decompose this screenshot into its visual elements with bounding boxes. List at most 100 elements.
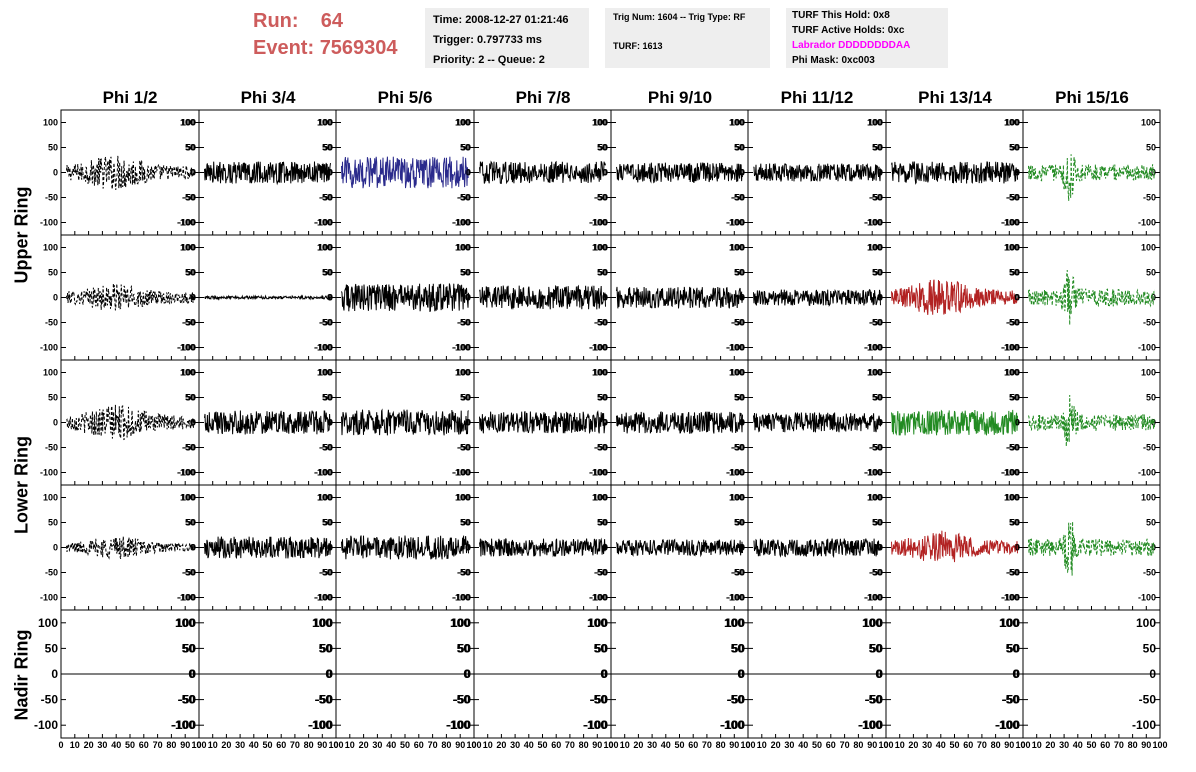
y-tick-label: 50 <box>182 641 196 655</box>
y-tick-label: 100 <box>180 493 195 503</box>
y-tick-label: 50 <box>48 268 58 278</box>
y-tick-label: 0 <box>740 293 745 303</box>
x-tick-label: 60 <box>276 740 286 750</box>
y-tick-label: 50 <box>872 518 882 528</box>
x-tick-label: 70 <box>840 740 850 750</box>
y-tick-label: 100 <box>593 243 608 253</box>
x-tick-label: 50 <box>400 740 410 750</box>
y-tick-label: 0 <box>1015 293 1020 303</box>
y-tick-label: 100 <box>725 616 745 630</box>
x-tick-label: 40 <box>798 740 808 750</box>
x-tick-label: 70 <box>153 740 163 750</box>
y-tick-label: -100 <box>314 343 332 353</box>
waveform-trace <box>341 283 469 313</box>
y-tick-label: 0 <box>328 418 333 428</box>
x-tick-label: 40 <box>524 740 534 750</box>
y-tick-label: 0 <box>1013 667 1020 681</box>
y-tick-label: -50 <box>595 568 608 578</box>
run-event-block: Run: 64 Event: 7569304 <box>253 8 398 62</box>
y-tick-label: 50 <box>1010 143 1020 153</box>
y-tick-label: -100 <box>1001 593 1019 603</box>
y-tick-label: -50 <box>594 318 607 328</box>
y-tick-label: 0 <box>326 667 333 681</box>
y-tick-label: 0 <box>603 543 608 553</box>
y-tick-label: 0 <box>1014 293 1019 303</box>
y-tick-label: 100 <box>1141 243 1156 253</box>
trigger-text: Trigger: 0.797733 ms <box>433 34 542 46</box>
y-tick-label: 50 <box>1009 143 1019 153</box>
y-tick-label: 50 <box>461 268 471 278</box>
y-tick-label: 50 <box>460 393 470 403</box>
x-tick-label: 30 <box>97 740 107 750</box>
waveform-trace <box>891 161 1018 185</box>
y-tick-label: -100 <box>858 718 882 732</box>
waveform-trace <box>204 536 331 560</box>
waveform-trace <box>66 283 194 311</box>
y-tick-label: 100 <box>318 118 333 128</box>
y-tick-label: -100 <box>177 593 195 603</box>
x-tick-label: 0 <box>58 740 63 750</box>
y-tick-label: 100 <box>730 243 745 253</box>
y-tick-label: -50 <box>1139 693 1157 707</box>
y-tick-label: -50 <box>458 568 471 578</box>
y-tick-label: 100 <box>862 616 882 630</box>
waveform-trace <box>204 161 331 186</box>
y-tick-label: 100 <box>592 118 607 128</box>
y-tick-label: -50 <box>319 568 332 578</box>
y-tick-label: -100 <box>172 718 196 732</box>
y-tick-label: 0 <box>602 418 607 428</box>
y-tick-label: -100 <box>995 718 1019 732</box>
y-tick-label: 100 <box>175 616 195 630</box>
y-tick-label: 50 <box>322 518 332 528</box>
y-tick-label: -50 <box>457 193 470 203</box>
x-tick-label: 10 <box>208 740 218 750</box>
time-info-box: Time: 2008-12-27 01:21:46 Trigger: 0.797… <box>425 8 589 68</box>
y-tick-label: -50 <box>182 193 195 203</box>
y-tick-label: -50 <box>45 568 58 578</box>
y-tick-label: -50 <box>1007 193 1020 203</box>
y-tick-label: -100 <box>864 593 882 603</box>
y-tick-label: 0 <box>1151 543 1156 553</box>
y-tick-label: 50 <box>735 393 745 403</box>
y-tick-label: -50 <box>45 318 58 328</box>
y-tick-label: 0 <box>466 293 471 303</box>
trig-info-box: Trig Num: 1604 -- Trig Type: RF TURF: 16… <box>605 8 770 68</box>
y-tick-label: 0 <box>740 418 745 428</box>
x-tick-label: 0 <box>1020 740 1025 750</box>
y-tick-label: 0 <box>190 168 195 178</box>
y-tick-label: 100 <box>1141 118 1156 128</box>
y-tick-label: 50 <box>598 518 608 528</box>
y-tick-label: 50 <box>185 518 195 528</box>
y-tick-label: -100 <box>864 343 882 353</box>
waveform-trace <box>204 410 331 435</box>
x-tick-label: 0 <box>333 740 338 750</box>
y-tick-label: -50 <box>320 443 333 453</box>
x-tick-label: 20 <box>633 740 643 750</box>
waveform-trace <box>341 535 469 560</box>
x-tick-label: 20 <box>221 740 231 750</box>
y-tick-label: -50 <box>732 193 745 203</box>
y-tick-label: -50 <box>869 443 882 453</box>
y-tick-label: -100 <box>720 718 744 732</box>
x-tick-label: 60 <box>551 740 561 750</box>
y-tick-label: 0 <box>53 293 58 303</box>
y-tick-label: -100 <box>864 468 882 478</box>
y-tick-label: -50 <box>727 693 745 707</box>
y-tick-label: -100 <box>727 218 745 228</box>
y-tick-label: 50 <box>872 268 882 278</box>
y-tick-label: -50 <box>594 568 607 578</box>
y-tick-label: 0 <box>740 168 745 178</box>
x-tick-label: 90 <box>180 740 190 750</box>
y-tick-label: -100 <box>178 593 196 603</box>
y-tick-label: 50 <box>594 641 608 655</box>
y-tick-label: -100 <box>1001 218 1019 228</box>
y-tick-label: -100 <box>40 343 58 353</box>
y-tick-label: -100 <box>590 468 608 478</box>
y-tick-label: 50 <box>461 393 471 403</box>
x-tick-label: 40 <box>111 740 121 750</box>
y-tick-label: 0 <box>877 543 882 553</box>
x-tick-label: 30 <box>922 740 932 750</box>
y-tick-label: 100 <box>729 243 744 253</box>
event-value: 7569304 <box>319 37 398 59</box>
